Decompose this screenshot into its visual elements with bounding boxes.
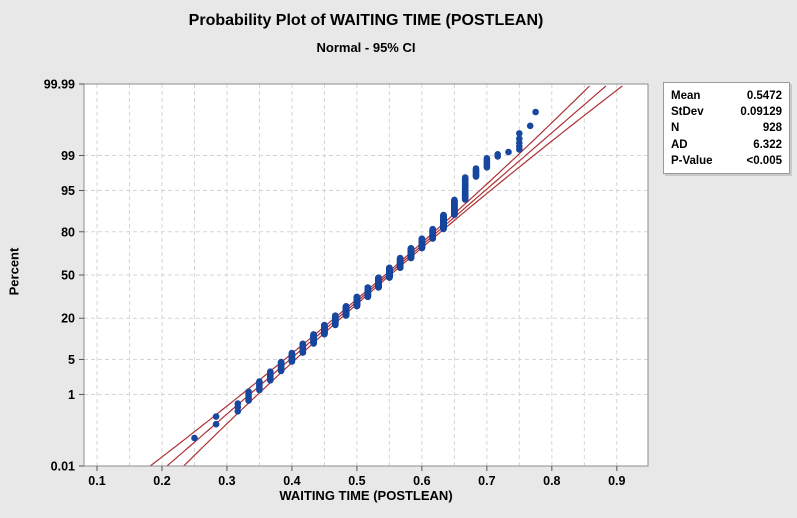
data-point [396, 254, 404, 262]
x-tick-label: 0.3 [218, 474, 235, 488]
data-point [256, 378, 263, 385]
y-tick-label: 20 [61, 312, 75, 326]
x-tick-label: 0.8 [543, 474, 560, 488]
data-point [440, 211, 447, 219]
data-point [375, 274, 382, 282]
chart-subtitle: Normal - 95% CI [316, 40, 416, 55]
stats-row-mean: Mean 0.5472 [671, 88, 782, 104]
y-tick-label: 95 [61, 184, 75, 198]
data-point [288, 349, 296, 357]
data-point [429, 225, 437, 233]
y-tick-label: 80 [61, 225, 75, 239]
data-point [472, 165, 480, 172]
stats-row-pvalue: P-Value <0.005 [671, 153, 782, 169]
y-tick-label: 50 [61, 269, 75, 283]
data-point [532, 108, 539, 116]
data-point [386, 264, 393, 272]
data-point [267, 368, 274, 376]
y-axis-title: Percent [6, 247, 22, 296]
y-tick-label: 99.99 [44, 77, 75, 91]
data-point [505, 148, 512, 156]
stats-value: 928 [762, 122, 782, 135]
stats-row-ad: AD 6.322 [671, 137, 782, 153]
x-tick-label: 0.4 [283, 474, 300, 488]
stats-value: 0.5472 [746, 90, 782, 102]
y-tick-label: 0.01 [51, 460, 75, 474]
x-tick-label: 0.6 [413, 474, 430, 488]
data-point [451, 196, 458, 204]
data-point [310, 331, 317, 338]
data-point [516, 130, 523, 137]
stats-row-stdev: StDev 0.09129 [671, 104, 782, 120]
x-tick-label: 0.5 [348, 474, 365, 488]
data-point [332, 312, 339, 320]
data-point [494, 151, 502, 158]
data-point [461, 174, 469, 181]
data-point [364, 284, 372, 291]
data-point [483, 155, 491, 162]
ci-lower-line [149, 85, 590, 466]
data-point [212, 413, 220, 420]
data-point [407, 245, 415, 252]
data-point [353, 293, 361, 301]
y-tick-label: 99 [61, 149, 75, 163]
chart-title: Probability Plot of WAITING TIME (POSTLE… [188, 12, 544, 29]
stats-label: StDev [671, 106, 704, 119]
stats-label: N [671, 122, 680, 135]
y-tick-label: 1 [68, 388, 75, 402]
data-point [516, 135, 523, 142]
y-tick-label: 5 [68, 353, 75, 367]
data-point [299, 340, 307, 348]
stats-row-n: N 928 [671, 120, 782, 136]
stats-value: 6.322 [753, 138, 782, 151]
x-tick-label: 0.1 [88, 474, 105, 488]
data-point [526, 122, 534, 130]
data-point [277, 358, 285, 366]
data-point [342, 303, 350, 310]
stats-label: Mean [671, 90, 701, 102]
data-point [321, 321, 328, 329]
x-tick-label: 0.9 [608, 474, 625, 488]
stats-value: 0.09129 [740, 106, 782, 119]
stats-label: AD [671, 138, 688, 151]
x-axis-title: WAITING TIME (POSTLEAN) [279, 488, 453, 503]
stats-value: <0.005 [746, 154, 783, 167]
data-point [418, 235, 426, 242]
data-point [245, 388, 252, 396]
stats-panel: Mean 0.5472 StDev 0.09129 N 928 AD 6.322… [663, 82, 790, 175]
data-point [212, 420, 220, 428]
x-tick-label: 0.2 [153, 474, 170, 488]
x-tick-label: 0.7 [478, 474, 495, 488]
data-point [191, 434, 198, 442]
data-point [234, 400, 242, 407]
stats-label: P-Value [671, 154, 713, 167]
data-points [191, 108, 539, 442]
